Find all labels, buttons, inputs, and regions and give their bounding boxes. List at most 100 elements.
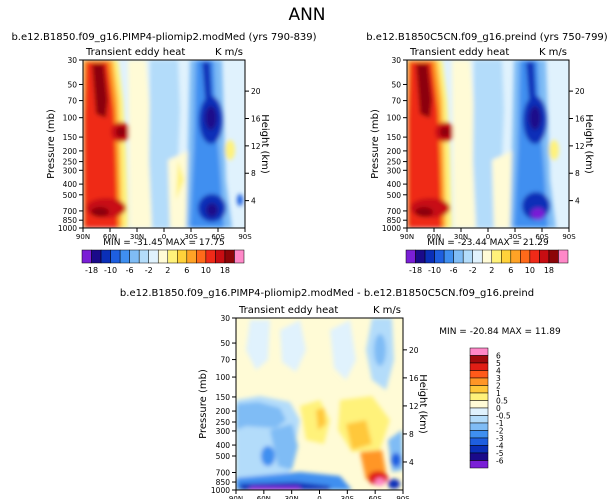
colorbar-swatch bbox=[491, 249, 502, 264]
colorbar-swatch bbox=[469, 430, 489, 439]
y-tick-label: 50 bbox=[391, 80, 401, 89]
colorbar-label: -6 bbox=[126, 266, 134, 275]
colorbar-label: -10 bbox=[104, 266, 117, 275]
x-tick-label: 30S bbox=[184, 233, 198, 241]
stats-label: MIN = -20.84 MAX = 11.89 bbox=[439, 327, 561, 337]
colorbar-swatch bbox=[453, 249, 464, 264]
x-tick-label: 90N bbox=[229, 495, 243, 499]
y-tick-label: 850 bbox=[63, 216, 78, 225]
colorbar-label: -10 bbox=[428, 266, 441, 275]
colorbar-label: 6 bbox=[184, 266, 189, 275]
colorbar-label: -6 bbox=[450, 266, 458, 275]
colorbar-swatch bbox=[110, 249, 121, 264]
y-axis-label-right: Height (km) bbox=[583, 114, 594, 174]
colorbar-swatch bbox=[424, 249, 435, 264]
panel-subtitle-right: K m/s bbox=[373, 305, 401, 316]
colorbar-swatch bbox=[520, 249, 531, 264]
stats-label: MIN = -23.44 MAX = 21.29 bbox=[427, 238, 549, 248]
panel-subtitle-right: K m/s bbox=[539, 47, 567, 58]
colorbar-label: 5 bbox=[496, 359, 501, 368]
y-tick-label: 1000 bbox=[382, 224, 401, 233]
colorbar-swatch bbox=[415, 249, 426, 264]
x-tick-label: 0 bbox=[486, 233, 490, 241]
colorbar-swatch bbox=[215, 249, 226, 264]
panel-subtitle-left: Transient eddy heat bbox=[238, 305, 338, 316]
x-tick-label: 60S bbox=[211, 233, 225, 241]
colorbar-label: 10 bbox=[525, 266, 535, 275]
y-tick-label: 70 bbox=[391, 97, 401, 106]
colorbar-label: -5 bbox=[496, 449, 504, 458]
colorbar-swatch bbox=[481, 249, 493, 264]
x-tick-label: 60N bbox=[257, 495, 271, 499]
y-tick-label: 300 bbox=[387, 166, 402, 175]
x-tick-label: 30S bbox=[341, 495, 355, 499]
colorbar-swatch bbox=[405, 249, 416, 264]
panel-subtitle-right: K m/s bbox=[215, 47, 243, 58]
colorbar-swatch bbox=[469, 422, 489, 431]
colorbar-swatch bbox=[224, 249, 235, 264]
colorbar-swatch bbox=[234, 249, 245, 264]
colorbar-label: 2 bbox=[489, 266, 494, 275]
colorbar-label: 10 bbox=[201, 266, 211, 275]
colorbar-label: -4 bbox=[496, 442, 504, 451]
colorbar-swatch bbox=[469, 347, 489, 356]
x-tick-label: 60N bbox=[103, 233, 117, 241]
y-right-tick-label: 4 bbox=[575, 197, 580, 206]
y-tick-label: 400 bbox=[216, 441, 231, 450]
y-tick-label: 250 bbox=[216, 418, 231, 427]
colorbar-label: 6 bbox=[496, 352, 501, 361]
colorbar-label: 4 bbox=[496, 367, 501, 376]
colorbar-swatch bbox=[469, 437, 489, 446]
y-tick-label: 100 bbox=[63, 114, 78, 123]
colorbar-swatch bbox=[469, 385, 489, 394]
panel-title: b.e12.B1850.f09_g16.PIMP4-pliomip2.modMe… bbox=[11, 32, 316, 43]
x-tick-label: 60N bbox=[427, 233, 441, 241]
y-right-tick-label: 20 bbox=[575, 87, 585, 96]
colorbar-label: 18 bbox=[220, 266, 230, 275]
x-tick-label: 30S bbox=[508, 233, 522, 241]
colorbar-swatch bbox=[469, 370, 489, 379]
y-tick-label: 50 bbox=[220, 339, 230, 348]
y-tick-label: 500 bbox=[216, 452, 231, 461]
panel-difference: b.e12.B1850.f09_g16.PIMP4-pliomip2.modMe… bbox=[120, 288, 561, 499]
y-right-tick-label: 4 bbox=[409, 458, 414, 467]
colorbar-label: -18 bbox=[85, 266, 98, 275]
colorbar-swatch bbox=[510, 249, 521, 264]
colorbar-label: 0.5 bbox=[496, 397, 508, 406]
x-tick-label: 90S bbox=[562, 233, 576, 241]
colorbar-label: -3 bbox=[496, 434, 504, 443]
colorbar-swatch bbox=[548, 249, 559, 264]
contour-field bbox=[236, 318, 403, 490]
y-axis-label: Pressure (mb) bbox=[46, 109, 57, 179]
colorbar-swatch bbox=[462, 249, 473, 264]
colorbar-swatch bbox=[119, 249, 130, 264]
colorbar-swatch bbox=[443, 249, 454, 264]
y-right-tick-label: 12 bbox=[575, 142, 585, 151]
y-right-tick-label: 20 bbox=[409, 346, 419, 355]
colorbar-label: 0 bbox=[496, 404, 501, 413]
x-tick-label: 30N bbox=[454, 233, 468, 241]
colorbar-label: 1 bbox=[496, 389, 501, 398]
y-tick-label: 30 bbox=[220, 314, 230, 323]
y-right-tick-label: 8 bbox=[251, 169, 256, 178]
y-tick-label: 300 bbox=[216, 427, 231, 436]
colorbar-swatch bbox=[472, 249, 483, 264]
y-axis-label: Pressure (mb) bbox=[370, 109, 381, 179]
panel-subtitle-left: Transient eddy heat bbox=[85, 47, 185, 58]
y-tick-label: 100 bbox=[216, 373, 231, 382]
y-axis-label-right: Height (km) bbox=[417, 374, 428, 434]
colorbar-swatch bbox=[186, 249, 197, 264]
y-tick-label: 200 bbox=[216, 407, 231, 416]
panel-modmed: b.e12.B1850.f09_g16.PIMP4-pliomip2.modMe… bbox=[11, 32, 316, 275]
colorbar-label: -2 bbox=[145, 266, 153, 275]
panel-subtitle-left: Transient eddy heat bbox=[409, 47, 509, 58]
x-tick-label: 90N bbox=[400, 233, 414, 241]
colorbar-swatch bbox=[469, 445, 489, 454]
y-right-tick-label: 8 bbox=[575, 169, 580, 178]
x-tick-label: 30N bbox=[130, 233, 144, 241]
y-right-tick-label: 12 bbox=[251, 142, 261, 151]
colorbar-swatch bbox=[205, 249, 216, 264]
x-tick-label: 30N bbox=[285, 495, 299, 499]
y-tick-label: 100 bbox=[387, 114, 402, 123]
